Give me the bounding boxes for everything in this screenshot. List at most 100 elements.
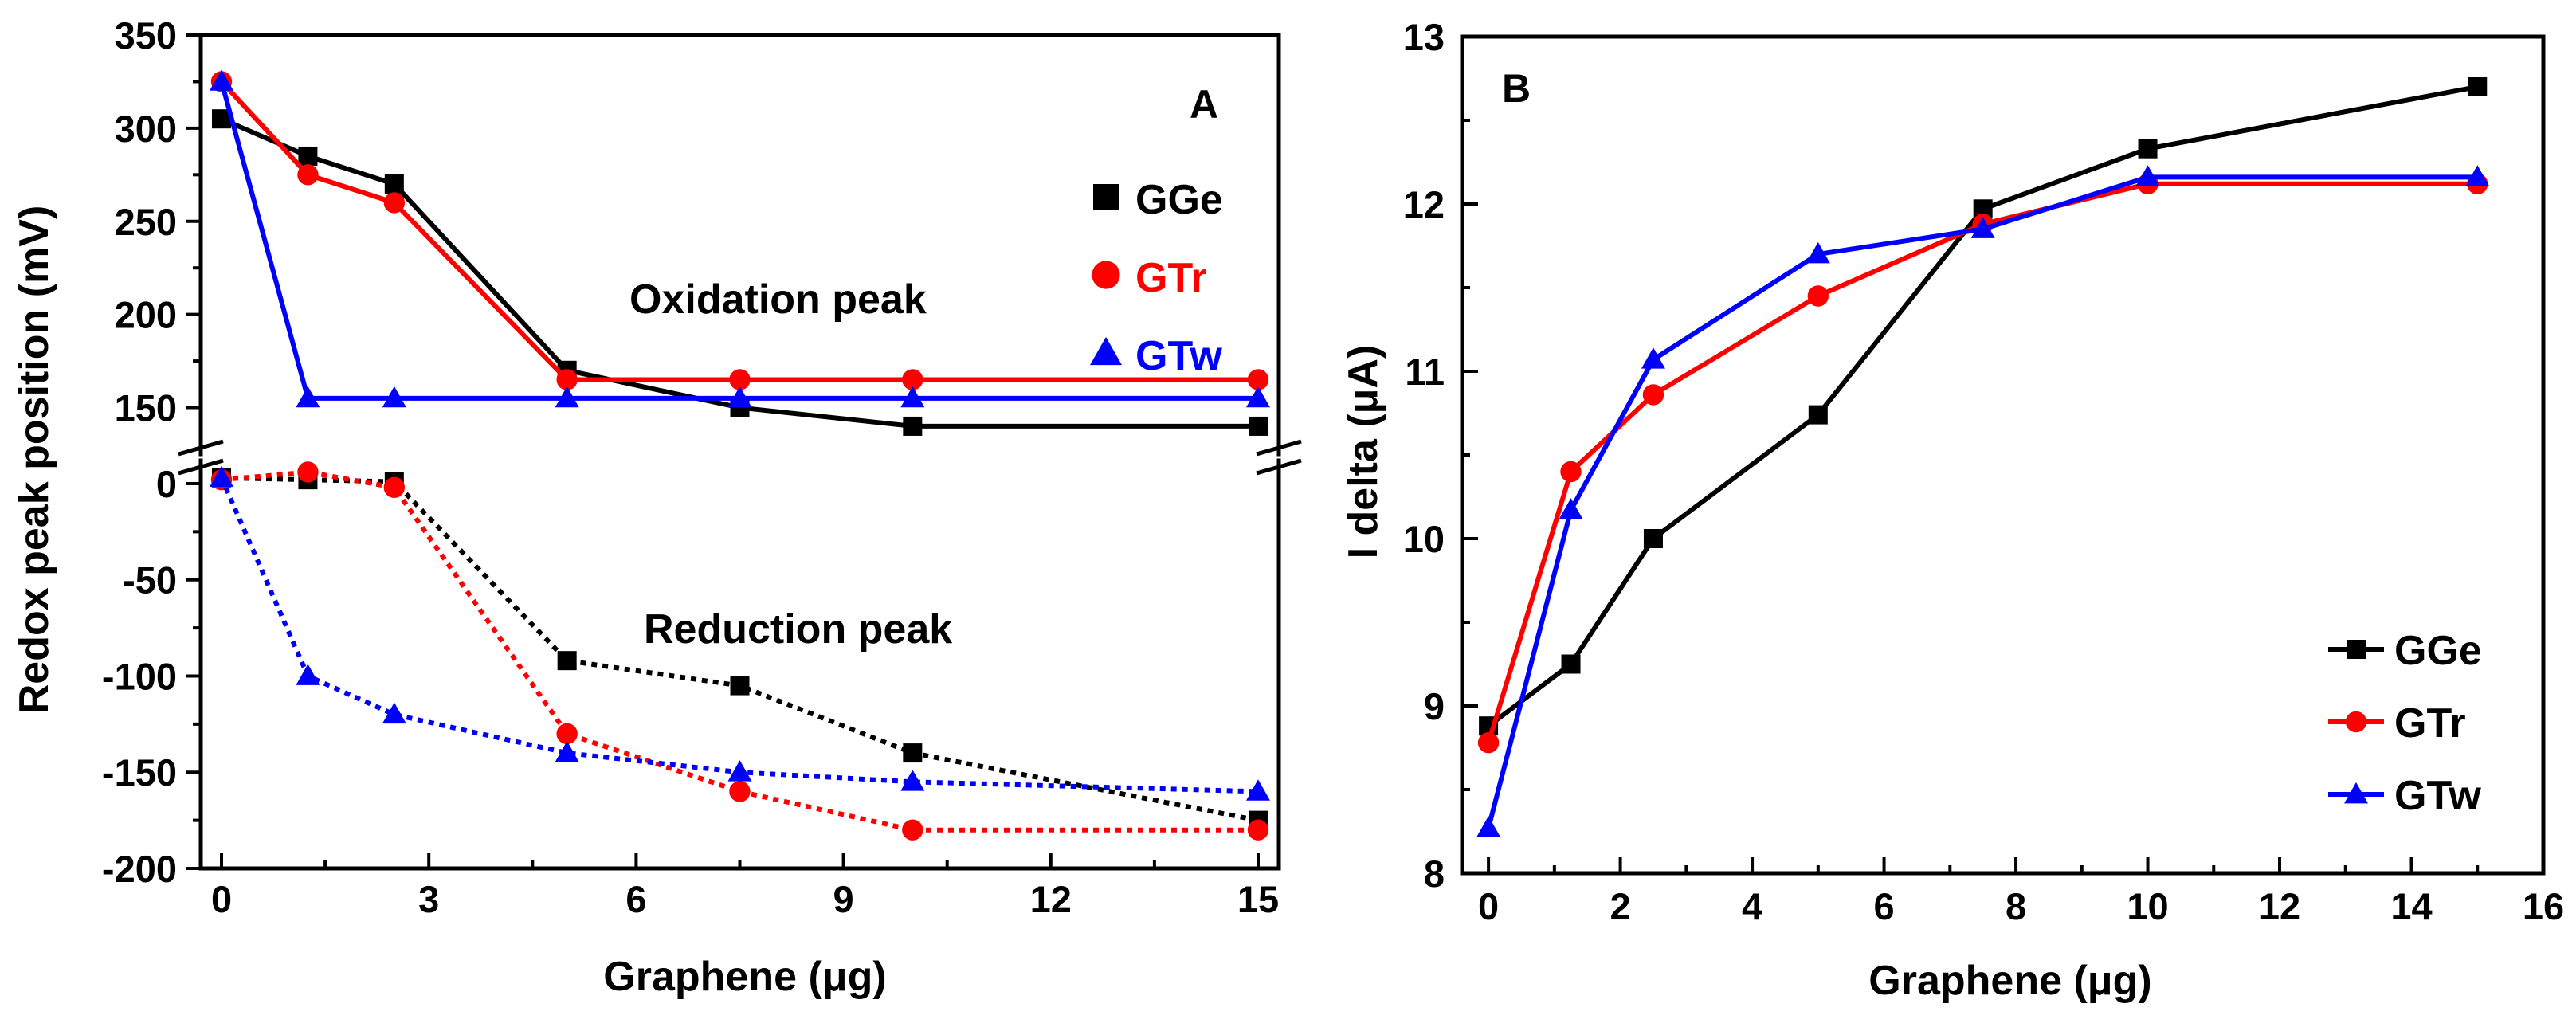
panel-a-axis-break-mark	[1256, 458, 1302, 476]
legend-gtw-marker	[1090, 336, 1122, 366]
gtw-idelta-point	[2135, 165, 2160, 186]
panel-b-x-tick-label: 2	[1610, 885, 1631, 927]
legend-gge-marker	[1093, 184, 1119, 210]
gtr-idelta-line	[1486, 181, 2478, 744]
gtw-oxidation-point	[382, 386, 406, 408]
gtr-idelta-point	[1642, 384, 1664, 406]
panel-a-legend: GGe GTr GTw	[1090, 177, 1223, 379]
panel-a-x-tick-label: 9	[833, 878, 854, 920]
panel-a-lower-y-tick-label: -100	[102, 655, 177, 697]
gtw-oxidation-point	[1245, 386, 1270, 408]
gtr-reduction-point	[902, 819, 923, 841]
gtr-reduction-point	[297, 461, 319, 483]
gtw-idelta-point	[1476, 816, 1501, 837]
gtr-reduction-point	[1247, 819, 1269, 841]
panel-a-upper-y-tick-label: 250	[115, 201, 177, 243]
series-gtr-idelta	[1477, 173, 2488, 754]
gtw-idelta-point	[2465, 165, 2490, 186]
legend-b-gtr-marker	[2345, 711, 2367, 733]
gtr-oxidation-point	[902, 369, 923, 390]
gtw-idelta-point	[1559, 498, 1583, 519]
panel-b-axes: 0 2 4 6 8 10 12 14 16 8 9 10 11 12 13	[1403, 16, 2564, 927]
gtw-reduction-point	[900, 770, 925, 791]
series-gge-idelta	[1479, 77, 2488, 736]
panel-b-y-tick-label: 12	[1403, 183, 1445, 225]
gtw-oxidation-point	[727, 386, 752, 408]
gtr-reduction-point	[729, 781, 751, 802]
gtw-idelta-point	[1641, 347, 1665, 369]
gge-idelta-point	[2468, 77, 2488, 96]
panel-b-x-tick-label: 16	[2523, 885, 2564, 927]
gtw-reduction-point	[382, 702, 406, 724]
gge-idelta-point	[1561, 654, 1581, 674]
series-gtw-oxidation	[210, 69, 1270, 408]
panel-b-x-tick-label: 4	[1742, 885, 1762, 927]
panel-a-x-axis-label: Graphene (μg)	[603, 954, 886, 1000]
legend-gge-label: GGe	[1135, 177, 1223, 223]
panel-b-x-tick-label: 14	[2390, 885, 2432, 927]
panel-b-plot-area	[1476, 77, 2490, 837]
panel-a-axis-break-mark	[178, 458, 224, 476]
panel-a-lower-y-tick-label: -200	[102, 848, 177, 890]
gge-idelta-point	[1643, 529, 1663, 548]
panel-a-x-tick-label: 3	[418, 878, 439, 920]
panel-b-x-tick-label: 0	[1478, 885, 1499, 927]
panel-a: 0 3 6 9 12 151502002503003500-50-100-150-200 …	[11, 14, 1302, 1000]
gge-oxidation-point	[903, 416, 923, 436]
gtr-oxidation-point	[1247, 369, 1269, 390]
panel-a-x-tick-label: 15	[1237, 878, 1279, 920]
gtr-idelta-point	[1477, 732, 1500, 754]
panel-b-y-tick-label: 9	[1424, 685, 1445, 727]
panel-b-frame	[1460, 34, 2546, 876]
panel-a-plot-area	[210, 69, 1270, 841]
gtw-idelta-point	[1970, 217, 1995, 238]
panel-a-upper-y-tick-label: 200	[115, 294, 177, 336]
legend-b-gtr-label: GTr	[2394, 700, 2466, 747]
gtw-oxidation-point	[555, 386, 579, 408]
gge-oxidation-point	[384, 174, 404, 194]
gtr-idelta-point	[1560, 461, 1582, 483]
panel-a-lower-y-tick-label: -50	[123, 559, 177, 602]
panel-a-lower-y-tick-label: 0	[156, 463, 177, 505]
panel-a-upper-y-tick-label: 350	[115, 14, 177, 57]
gge-idelta-point	[1973, 199, 1993, 219]
legend-b-gge-label: GGe	[2394, 628, 2482, 674]
legend-b-gge-marker	[2347, 640, 2366, 659]
panel-a-lower-y-tick-label: -150	[102, 751, 177, 794]
gge-idelta-point	[1808, 405, 1828, 425]
series-gtr-oxidation	[210, 71, 1269, 390]
legend-gtr-marker	[1092, 261, 1120, 289]
panel-a-label: A	[1190, 82, 1218, 127]
gtr-oxidation-point	[729, 369, 751, 390]
legend-b-gtw-marker	[2344, 782, 2368, 804]
gtw-reduction-point	[727, 760, 752, 782]
gtr-idelta-point	[1807, 285, 1829, 307]
gge-reduction-point	[903, 743, 923, 763]
gtw-oxidation-point	[900, 386, 925, 408]
panel-b-legend: GGe GTr GTw	[2328, 628, 2482, 819]
gge-oxidation-point	[1248, 416, 1268, 436]
legend-b-gtw-label: GTw	[2394, 773, 2481, 819]
panel-a-y-axis-label: Redox peak position (mV)	[11, 206, 57, 715]
panel-b-y-tick-label: 8	[1424, 853, 1445, 895]
panel-b-y-axis-label: I delta (μA)	[1340, 345, 1386, 559]
gtr-oxidation-point	[556, 369, 578, 390]
gtw-idelta-line	[1486, 174, 2478, 829]
reduction-annotation: Reduction peak	[644, 606, 952, 653]
panel-b-y-tick-label: 13	[1403, 16, 1445, 58]
panel-a-x-tick-label: 6	[625, 878, 646, 920]
panel-b-y-tick-label: 10	[1403, 518, 1445, 560]
gtr-oxidation-point	[383, 192, 406, 214]
panel-a-upper-y-tick-label: 150	[115, 387, 177, 429]
gtw-reduction-point	[210, 465, 234, 488]
gtw-oxidation-point	[296, 386, 320, 408]
gtw-idelta-point	[1806, 241, 1830, 264]
series-gtw-reduction	[210, 465, 1270, 801]
gtr-oxidation-line	[219, 80, 1258, 382]
panel-b-x-tick-label: 6	[1873, 885, 1894, 927]
gtw-oxidation-point	[210, 69, 234, 91]
gge-oxidation-point	[298, 146, 318, 166]
gge-reduction-point	[557, 651, 577, 671]
